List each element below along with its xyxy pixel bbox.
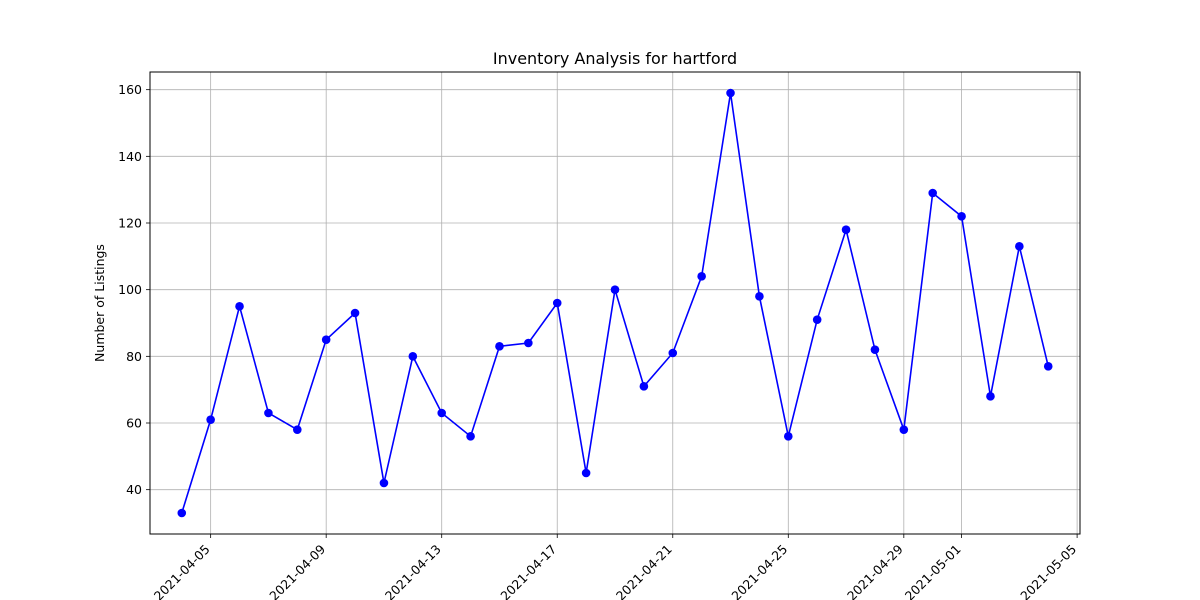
y-tick-label: 160 [118, 82, 142, 97]
data-point [1015, 242, 1024, 251]
data-point [610, 285, 620, 294]
data-point [1043, 362, 1053, 371]
x-tick-label: 2021-04-05 [151, 542, 213, 600]
y-axis: 40 60 80 100 120 140 160 [118, 82, 150, 497]
y-tick-label: 60 [126, 416, 142, 431]
x-tick-label: 2021-04-21 [613, 542, 675, 600]
data-point [697, 272, 706, 281]
y-tick-label: 40 [126, 482, 142, 497]
data-point [264, 408, 273, 418]
x-tick-label: 2021-04-13 [382, 542, 444, 600]
data-point [841, 225, 851, 234]
data-point [437, 408, 447, 418]
y-tick-label: 140 [118, 149, 142, 164]
data-point [321, 335, 331, 344]
data-point [812, 315, 822, 324]
data-point [726, 88, 735, 98]
y-tick-label: 100 [118, 282, 142, 297]
data-point [870, 345, 880, 354]
plot-frame [149, 71, 1081, 535]
data-point [755, 292, 764, 301]
data-point [783, 432, 793, 441]
data-point [928, 188, 938, 198]
data-point [235, 302, 244, 311]
x-tick-label: 2021-04-25 [728, 542, 790, 600]
data-point [986, 392, 995, 401]
data-point [177, 508, 187, 518]
x-tick-label: 2021-04-17 [497, 542, 559, 600]
data-point [581, 468, 591, 478]
y-axis-label: Number of Listings [92, 244, 107, 362]
data-point [524, 338, 533, 348]
data-point [668, 348, 678, 358]
data-point [639, 382, 649, 391]
data-point [379, 478, 389, 488]
x-tick-label: 2021-04-09 [266, 541, 328, 600]
data-point [292, 425, 302, 434]
data-point [350, 308, 360, 318]
chart-title: Inventory Analysis for hartford [493, 49, 737, 68]
data-point [957, 212, 966, 221]
data-series [177, 88, 1053, 518]
x-tick-label: 2021-05-05 [1017, 542, 1079, 600]
data-point [466, 432, 475, 441]
y-tick-label: 120 [118, 216, 142, 231]
x-axis: 2021-04-05 2021-04-09 2021-04-13 2021-04-17… [151, 534, 1079, 600]
data-point [899, 425, 909, 434]
data-point [495, 342, 504, 351]
data-point [206, 415, 215, 424]
x-tick-label: 2021-05-01 [902, 542, 964, 600]
y-tick-label: 80 [126, 349, 142, 364]
data-point [552, 298, 562, 308]
x-tick-label: 2021-04-29 [844, 541, 906, 600]
data-point [408, 352, 418, 361]
grid-lines [150, 72, 1080, 534]
